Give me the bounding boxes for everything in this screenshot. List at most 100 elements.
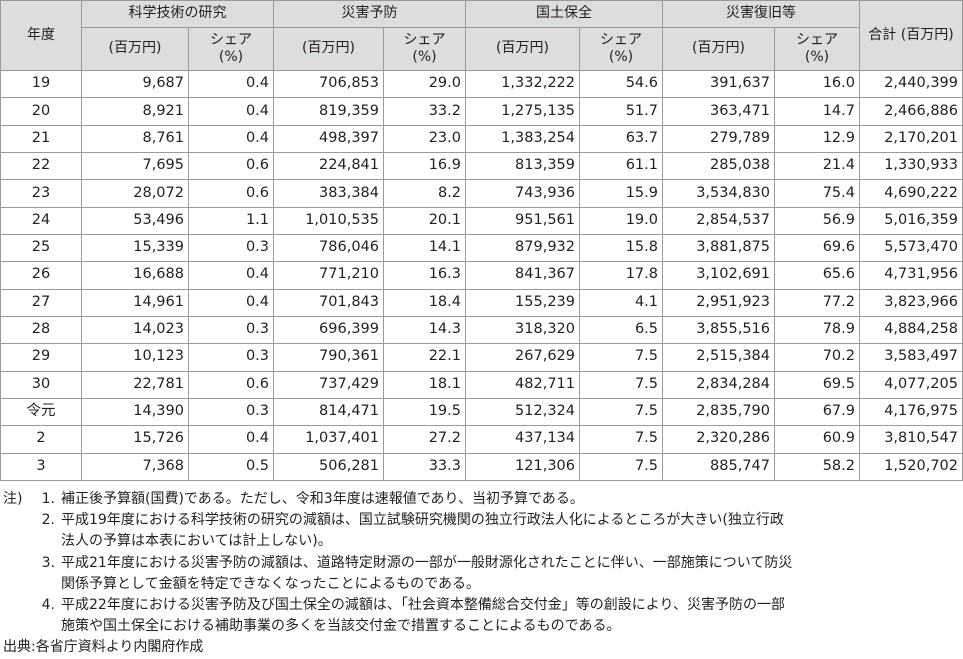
cell-science-share: 0.3 <box>188 397 274 427</box>
cell-land-share: 54.6 <box>579 69 663 99</box>
cell-year: 28 <box>0 315 82 345</box>
cell-science-share: 1.1 <box>188 206 274 235</box>
cell-science-share: 0.4 <box>188 288 274 317</box>
cell-land-amount: 1,275,135 <box>465 97 580 126</box>
cell-science-amount: 14,390 <box>81 397 189 427</box>
cell-recovery-share: 75.4 <box>774 179 860 208</box>
cell-year: 19 <box>0 69 82 99</box>
note-text: 施策や国土保全における補助事業の多くを当該交付金で措置することによるものである。 <box>61 618 621 635</box>
cell-year: 26 <box>0 261 82 290</box>
cell-science-share: 0.4 <box>188 69 274 99</box>
cell-recovery-share: 69.6 <box>774 233 860 263</box>
note-text: 法人の予算は本表においては計上しない)。 <box>61 533 332 550</box>
subheader-row: (百万円) シェア (%) (百万円) シェア (%) (百万円) シェア (%) (百万円) シェ… <box>1 27 963 71</box>
note-line: 4. 平成22年度における災害予防及び国土保全の減額は、「社会資本整備総合交付金」… <box>3 595 961 616</box>
cell-prevention-share: 18.1 <box>383 370 466 399</box>
note-label <box>3 553 29 574</box>
table-row: 21 8,761 0.4 498,397 23.0 1,383,254 63.7 279,78… <box>0 124 963 153</box>
cell-recovery-share: 21.4 <box>774 151 860 181</box>
cell-land-amount: 841,367 <box>465 261 580 290</box>
cell-recovery-share: 14.7 <box>774 97 860 126</box>
cell-recovery-amount: 391,637 <box>662 69 775 99</box>
note-number: 2. <box>41 512 55 529</box>
note-text: 平成22年度における災害予防及び国土保全の減額は、「社会資本整備総合交付金」等の… <box>61 597 785 614</box>
subheader-share: シェア (%) <box>774 27 860 71</box>
subheader-amount: (百万円) <box>273 27 384 71</box>
cell-recovery-share: 67.9 <box>774 397 860 427</box>
note-line: 注) 1. 補正後予算額(国費)である。ただし、令和3年度は速報値であり、当初予算で… <box>3 489 961 510</box>
cell-science-share: 0.6 <box>188 151 274 181</box>
cell-recovery-share: 56.9 <box>774 206 860 235</box>
cell-land-amount: 267,629 <box>465 343 580 372</box>
cell-recovery-share: 70.2 <box>774 343 860 372</box>
cell-year: 24 <box>0 206 82 235</box>
note-number: 4. <box>41 597 55 614</box>
budget-table: 年度 科学技術の研究 災害予防 国土保全 災害復旧等 合計 (百万円) (百万円… <box>0 0 963 482</box>
cell-prevention-share: 20.1 <box>383 206 466 235</box>
cell-year: 23 <box>0 179 82 208</box>
cell-land-share: 63.7 <box>579 124 663 153</box>
cell-science-amount: 14,023 <box>81 315 189 345</box>
cell-prevention-share: 14.1 <box>383 233 466 263</box>
cell-total: 2,170,201 <box>859 124 963 153</box>
subheader-share-label: シェア <box>796 32 838 49</box>
table-row: 27 14,961 0.4 701,843 18.4 155,239 4.1 2,951,92… <box>0 288 963 317</box>
cell-land-share: 61.1 <box>579 151 663 181</box>
cell-land-share: 15.9 <box>579 179 663 208</box>
cell-recovery-share: 12.9 <box>774 124 860 153</box>
cell-total: 3,583,497 <box>859 343 963 372</box>
cell-year: 22 <box>0 151 82 181</box>
table-row: 29 10,123 0.3 790,361 22.1 267,629 7.5 2,515,38… <box>0 343 963 372</box>
cell-prevention-share: 8.2 <box>383 179 466 208</box>
cell-year: 3 <box>0 452 82 482</box>
cell-year: 29 <box>0 343 82 372</box>
cell-total: 5,573,470 <box>859 233 963 263</box>
table-body: 19 9,687 0.4 706,853 29.0 1,332,222 54.6 391,63… <box>0 69 963 482</box>
cell-recovery-amount: 3,102,691 <box>662 261 775 290</box>
note-number: 3. <box>41 554 55 571</box>
cell-science-amount: 9,687 <box>81 69 189 99</box>
cell-total: 5,016,359 <box>859 206 963 235</box>
cell-prevention-amount: 506,281 <box>273 452 384 482</box>
cell-prevention-amount: 1,037,401 <box>273 425 384 454</box>
note-label <box>3 595 29 616</box>
header-year: 年度 <box>0 0 82 71</box>
table-row: 23 28,072 0.6 383,384 8.2 743,936 15.9 3,534,83… <box>0 179 963 208</box>
cell-land-amount: 1,332,222 <box>465 69 580 99</box>
note-text: 平成19年度における科学技術の研究の減額は、国立試験研究機関の独立行政法人化によ… <box>61 512 784 529</box>
cell-land-share: 7.5 <box>579 425 663 454</box>
cell-land-amount: 318,320 <box>465 315 580 345</box>
cell-prevention-share: 16.3 <box>383 261 466 290</box>
table-row: 28 14,023 0.3 696,399 14.3 318,320 6.5 3,855,51… <box>0 315 963 345</box>
cell-total: 4,731,956 <box>859 261 963 290</box>
cell-recovery-amount: 2,320,286 <box>662 425 775 454</box>
note-line: 施策や国土保全における補助事業の多くを当該交付金で措置することによるものである。 <box>3 616 961 637</box>
cell-prevention-amount: 737,429 <box>273 370 384 399</box>
cell-recovery-share: 58.2 <box>774 452 860 482</box>
cell-prevention-amount: 814,471 <box>273 397 384 427</box>
cell-recovery-amount: 2,854,537 <box>662 206 775 235</box>
header-group-recovery: 災害復旧等 <box>662 0 860 28</box>
cell-science-amount: 28,072 <box>81 179 189 208</box>
cell-land-amount: 121,306 <box>465 452 580 482</box>
cell-prevention-amount: 696,399 <box>273 315 384 345</box>
cell-recovery-amount: 363,471 <box>662 97 775 126</box>
cell-recovery-amount: 2,951,923 <box>662 288 775 317</box>
note-line: 関係予算として金額を特定できなくなったことによるものである。 <box>3 574 961 595</box>
cell-land-share: 15.8 <box>579 233 663 263</box>
cell-recovery-amount: 3,881,875 <box>662 233 775 263</box>
cell-recovery-amount: 2,515,384 <box>662 343 775 372</box>
cell-recovery-share: 16.0 <box>774 69 860 99</box>
cell-recovery-share: 69.5 <box>774 370 860 399</box>
table-row: 24 53,496 1.1 1,010,535 20.1 951,561 19.0 2,854… <box>0 206 963 235</box>
cell-science-amount: 7,368 <box>81 452 189 482</box>
note-number: 1. <box>41 491 55 507</box>
cell-land-share: 19.0 <box>579 206 663 235</box>
cell-science-amount: 53,496 <box>81 206 189 235</box>
cell-year: 30 <box>0 370 82 399</box>
subheader-share: シェア (%) <box>579 27 663 71</box>
cell-land-share: 7.5 <box>579 370 663 399</box>
cell-prevention-amount: 771,210 <box>273 261 384 290</box>
cell-land-amount: 743,936 <box>465 179 580 208</box>
